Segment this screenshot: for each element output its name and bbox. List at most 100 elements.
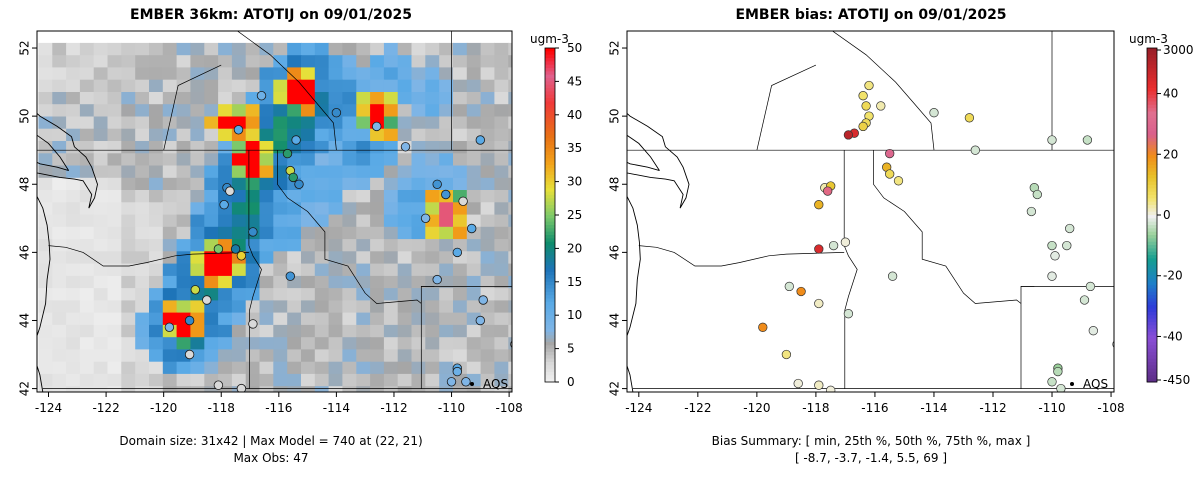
monitor-point <box>184 315 195 326</box>
grid-cell <box>425 324 440 338</box>
monitor-point <box>475 315 486 326</box>
grid-cell <box>66 190 81 203</box>
monitor-point <box>288 172 298 183</box>
grid-cell <box>149 337 164 351</box>
colorbar-swatch <box>1147 144 1157 149</box>
grid-cell <box>121 226 136 240</box>
grid-cell <box>383 239 399 252</box>
colorbar-swatch <box>1147 81 1157 86</box>
grid-cell <box>439 153 454 167</box>
grid-cell <box>273 349 288 363</box>
boundary-line <box>638 245 845 267</box>
grid-cell <box>411 55 426 69</box>
monitor-point <box>219 199 229 210</box>
colorbar-swatch <box>545 281 555 286</box>
bias-point <box>1085 281 1096 292</box>
grid-cell <box>342 92 357 105</box>
grid-cell <box>314 373 330 387</box>
grid-cell <box>453 55 468 69</box>
colorbar-tick-label: -20 <box>1163 269 1183 283</box>
colorbar-swatch <box>545 301 555 306</box>
colorbar-swatch <box>1147 238 1157 243</box>
grid-cell <box>397 226 413 240</box>
grid-cell <box>66 202 81 216</box>
grid-cell <box>314 190 330 203</box>
grid-cell <box>259 55 274 69</box>
grid-cell <box>66 104 81 118</box>
grid-cell <box>314 202 330 216</box>
grid-cell <box>301 361 316 375</box>
island-outline <box>37 134 70 172</box>
grid-cell <box>273 275 288 289</box>
grid-cell <box>259 349 274 363</box>
grid-cell <box>218 153 233 167</box>
grid-cell <box>301 165 316 179</box>
grid-cell <box>466 153 482 167</box>
grid-cell <box>245 55 261 69</box>
grid-cell <box>162 67 178 81</box>
grid-cell <box>425 42 440 56</box>
grid-cell <box>383 202 399 216</box>
colorbar-swatch <box>1147 371 1157 376</box>
grid-cell <box>52 349 67 363</box>
grid-cell <box>107 177 122 191</box>
colorbar-swatch <box>545 361 555 366</box>
right-x-axis: -124 -122 -120 -118 -116 -114 -112 -110 -108 <box>625 392 1125 415</box>
colorbar-swatch <box>545 291 555 296</box>
grid-cell <box>176 128 191 142</box>
grid-cell <box>107 79 122 93</box>
grid-cell <box>218 104 233 118</box>
grid-cell <box>52 116 67 130</box>
grid-cell <box>466 177 482 191</box>
grid-cell <box>121 312 136 326</box>
colorbar-tick-label: 15 <box>567 275 582 289</box>
grid-cell <box>494 312 509 326</box>
grid-cell <box>176 202 191 216</box>
grid-cell <box>356 153 371 167</box>
colorbar-swatch <box>1147 168 1157 173</box>
monitor-point <box>458 196 468 207</box>
grid-cell <box>38 263 53 277</box>
monitor-point <box>331 107 342 118</box>
grid-cell <box>342 349 357 363</box>
grid-cell <box>342 214 357 228</box>
grid-cell <box>314 251 330 265</box>
left-monitors <box>164 90 512 392</box>
grid-cell <box>93 128 109 142</box>
colorbar-swatch <box>1147 78 1157 82</box>
colorbar-swatch <box>545 278 555 283</box>
grid-cell <box>342 361 357 375</box>
grid-cell <box>204 79 219 93</box>
grid-cell <box>218 128 233 142</box>
grid-cell <box>259 263 274 277</box>
grid-cell <box>480 263 495 277</box>
grid-cell <box>79 92 95 105</box>
grid-cell <box>259 67 274 81</box>
grid-cell <box>176 104 191 118</box>
grid-cell <box>231 263 247 277</box>
bias-point <box>929 108 939 118</box>
grid-cell <box>287 214 302 228</box>
bias-point <box>1056 383 1066 392</box>
grid-cell <box>162 79 178 93</box>
grid-cell <box>107 214 122 228</box>
grid-cell <box>480 141 495 154</box>
grid-cell <box>218 288 233 301</box>
grid-cell <box>494 386 509 392</box>
grid-cell <box>480 42 495 56</box>
grid-cell <box>328 361 343 375</box>
grid-cell <box>273 239 288 252</box>
grid-cell <box>508 373 512 387</box>
colorbar-swatch <box>1147 91 1157 96</box>
grid-cell <box>176 361 191 375</box>
grid-cell <box>38 386 53 392</box>
grid-cell <box>204 153 219 167</box>
colorbar-swatch <box>1147 154 1157 159</box>
grid-cell <box>79 177 95 191</box>
grid-cell <box>245 275 261 289</box>
grid-cell <box>397 324 413 338</box>
grid-cell <box>107 153 122 167</box>
grid-cell <box>314 92 330 105</box>
grid-cell <box>176 226 191 240</box>
colorbar-tick-label: 40 <box>1163 87 1178 101</box>
